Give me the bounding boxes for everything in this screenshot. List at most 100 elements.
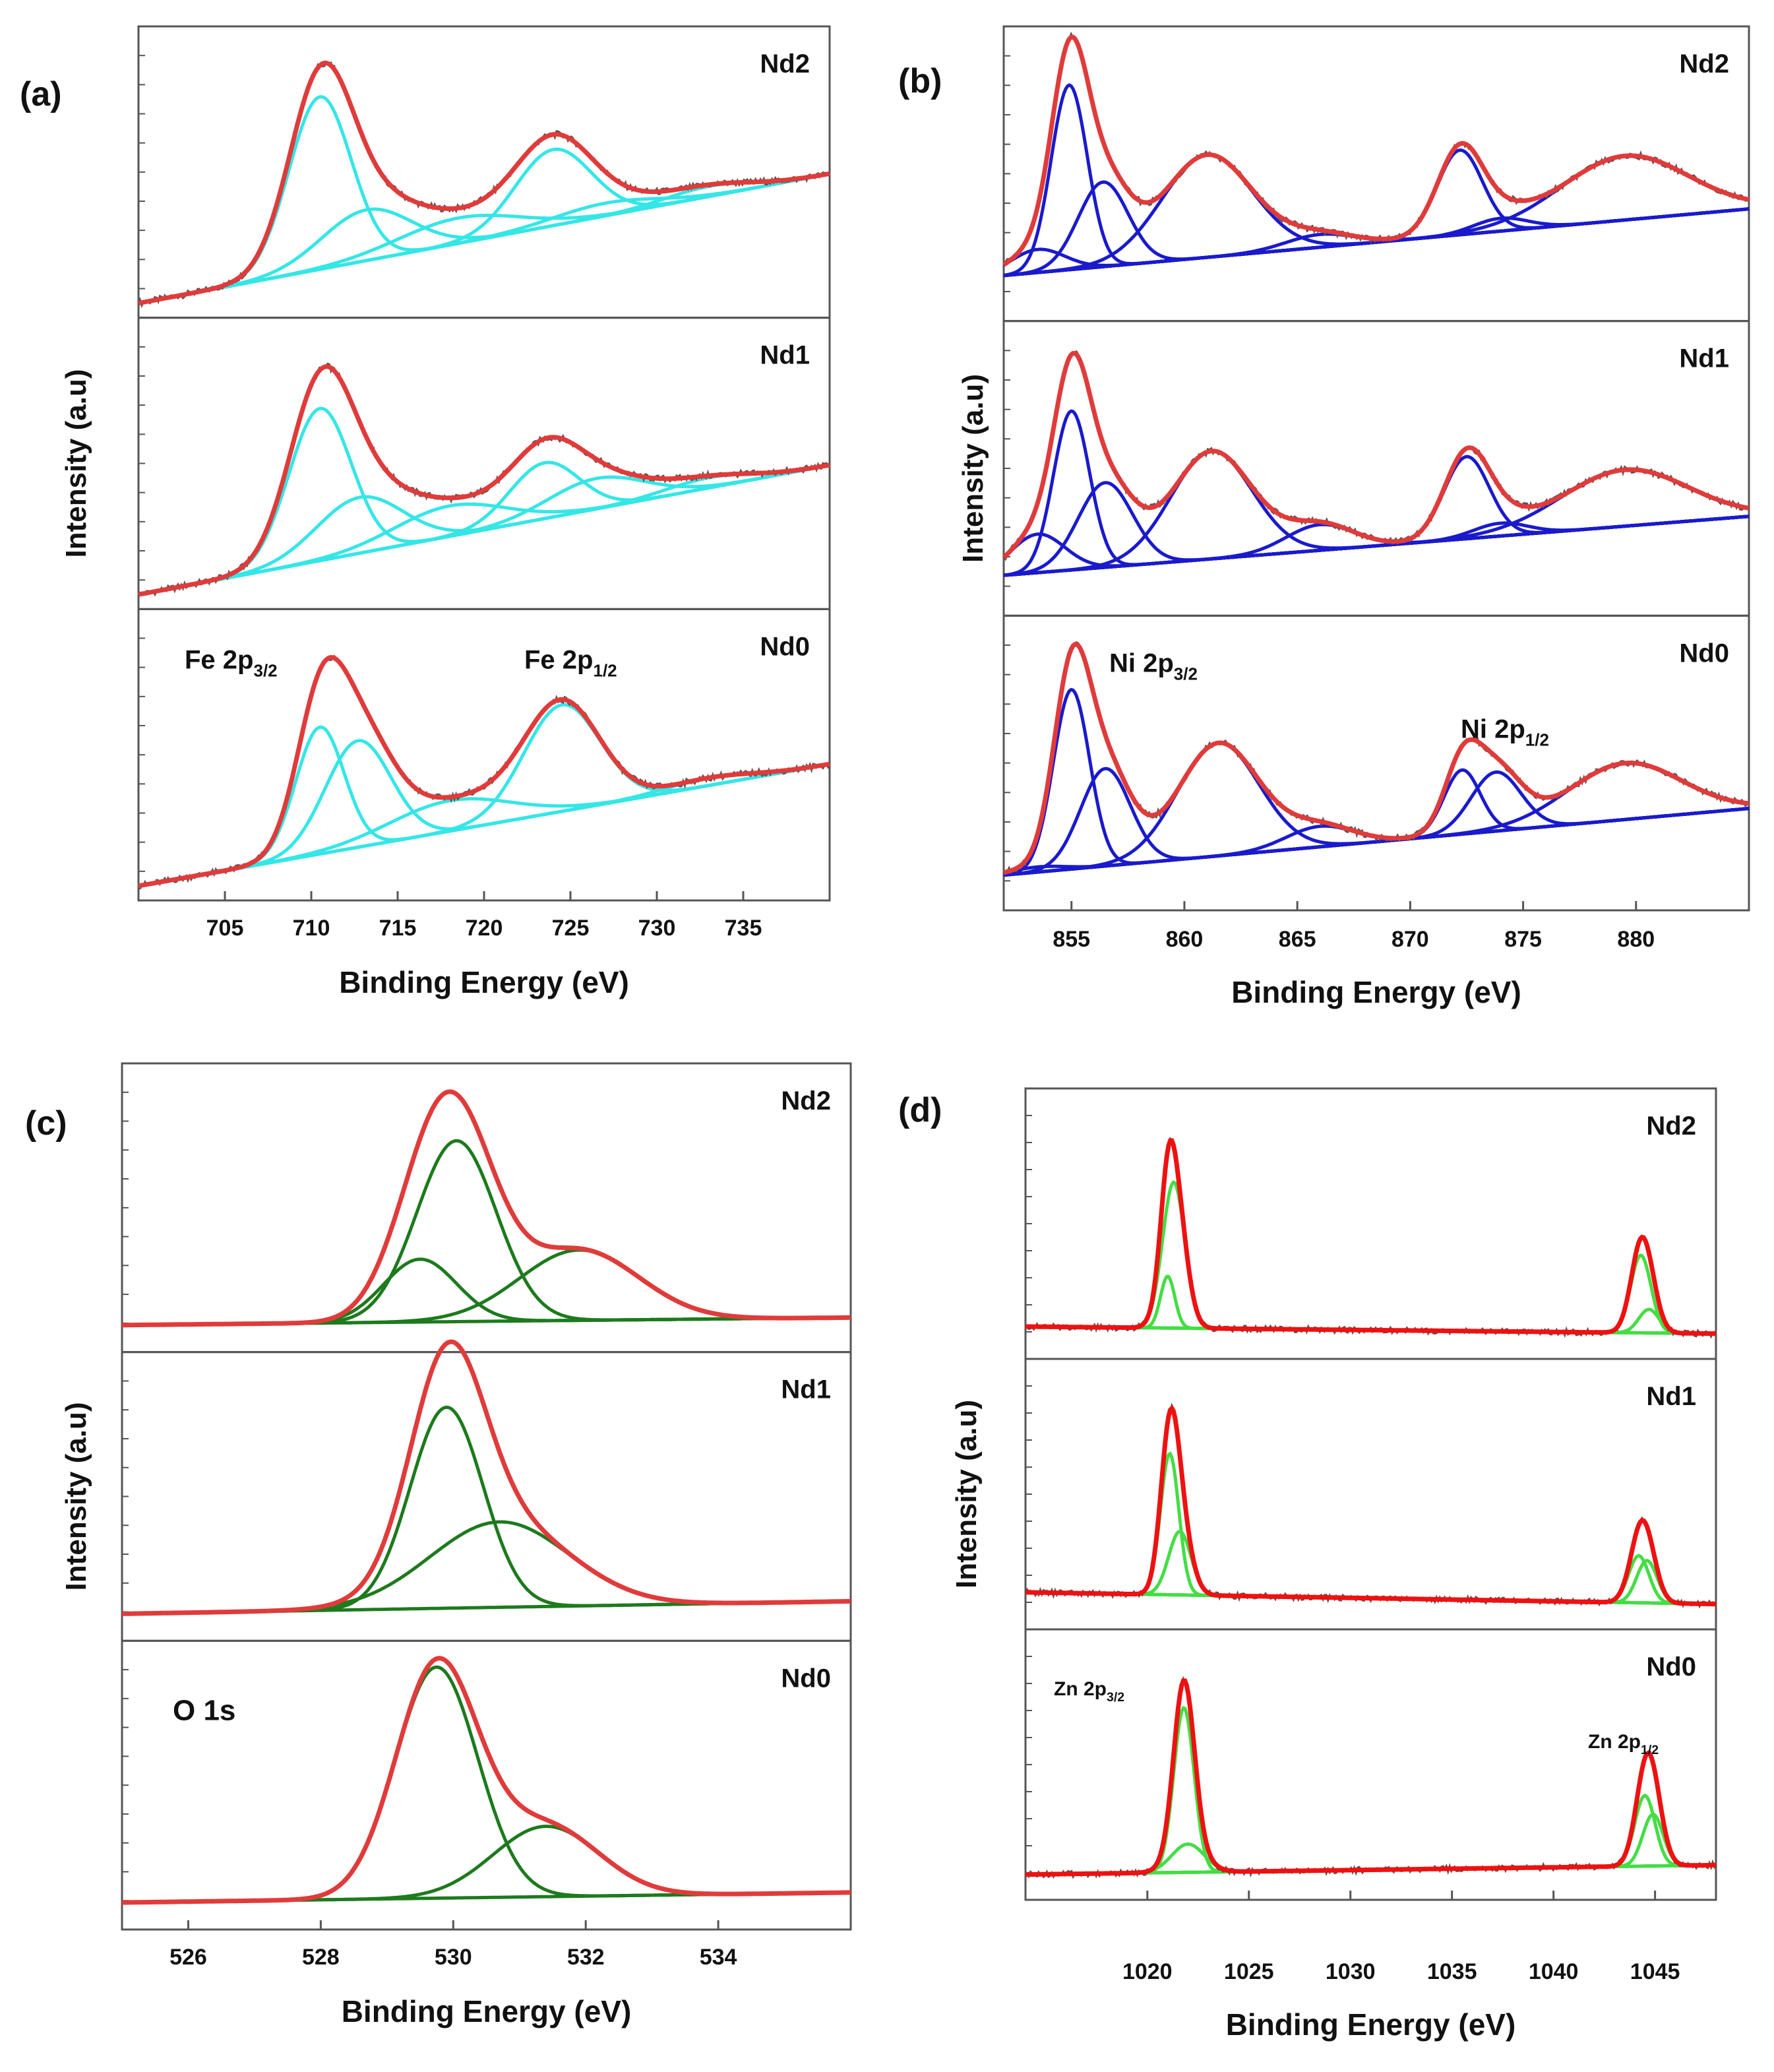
panel-label: (d)	[898, 1091, 942, 1129]
component-peak	[1003, 687, 1750, 877]
x-tick-label: 532	[567, 1945, 605, 1970]
panel-label: (a)	[20, 75, 62, 113]
raw-data-curve	[1002, 350, 1750, 561]
x-tick-label: 875	[1504, 927, 1542, 952]
baseline-curve	[138, 172, 830, 305]
baseline-curve	[138, 463, 830, 596]
x-tick-label: 855	[1053, 927, 1090, 952]
x-tick-label: 880	[1617, 927, 1655, 952]
x-tick-label: 1045	[1630, 1959, 1680, 1984]
envelope-fit-curve	[138, 60, 830, 306]
component-peak	[1025, 1179, 1717, 1336]
x-tick-label: 530	[435, 1945, 472, 1970]
raw-data-curve	[137, 362, 831, 597]
baseline-curve	[1003, 207, 1750, 278]
panel-label: (b)	[898, 62, 942, 100]
y-axis-label: Intensity (a.u)	[950, 1400, 983, 1588]
component-peak	[1003, 409, 1750, 577]
x-tick-label: 860	[1166, 927, 1204, 952]
peak-annotation: Ni 2p1/2	[1461, 714, 1549, 749]
envelope-fit-curve	[138, 364, 830, 597]
component-peak	[1003, 83, 1750, 277]
baseline-curve	[1003, 515, 1750, 577]
x-tick-label: 720	[466, 916, 503, 941]
sample-label-nd2: Nd2	[1679, 49, 1729, 78]
peak-annotation: Ni 2p3/2	[1109, 648, 1198, 683]
y-axis-label: Intensity (a.u)	[957, 374, 989, 563]
component-peak	[122, 1520, 851, 1616]
component-peak	[1003, 180, 1750, 278]
raw-data-curve	[1003, 31, 1750, 265]
envelope-fit-curve	[1002, 34, 1750, 267]
x-tick-label: 534	[700, 1945, 737, 1970]
x-axis-label: Binding Energy (eV)	[1226, 2007, 1516, 2042]
component-peak	[122, 1248, 851, 1327]
envelope-fit-curve	[121, 1656, 851, 1905]
envelope-fit-curve	[138, 654, 830, 889]
x-tick-label: 710	[293, 916, 330, 941]
envelope-fit-curve	[1025, 1138, 1717, 1336]
envelope-fit-curve	[1003, 641, 1750, 875]
sample-label-nd0: Nd0	[760, 632, 810, 661]
x-tick-label: 705	[206, 916, 244, 941]
x-tick-label: 1025	[1224, 1959, 1274, 1984]
y-axis-label: Intensity (a.u)	[60, 369, 92, 557]
x-axis-label: Binding Energy (eV)	[342, 1994, 632, 2028]
chart-panel-a: 705 710 715 720 725 730 735 Binding Energy (eV)…	[20, 25, 831, 999]
envelope-fit-curve	[1002, 350, 1750, 559]
component-peak	[138, 147, 830, 305]
envelope-fit-curve	[1025, 1678, 1716, 1877]
peak-annotation: Fe 2p3/2	[185, 645, 278, 680]
raw-data-curve	[1025, 1137, 1717, 1339]
peak-annotation: O 1s	[173, 1694, 235, 1726]
component-peak	[1025, 1451, 1717, 1606]
x-tick-label: 1020	[1122, 1959, 1173, 1984]
component-peak	[138, 703, 830, 888]
peak-annotation: Zn 2p3/2	[1054, 1678, 1124, 1705]
sample-label-nd2: Nd2	[781, 1086, 831, 1115]
chart-panel-b: 855 860 865 870 875 880 Binding Energy (eV) Int…	[898, 25, 1750, 1009]
peak-annotation: Fe 2p1/2	[524, 645, 617, 680]
chart-panel-c: 526 528 530 532 534 Binding Energy (eV) Intens…	[25, 1062, 852, 2028]
sample-label-nd1: Nd1	[781, 1375, 831, 1404]
sample-label-nd2: Nd2	[760, 49, 810, 78]
x-tick-label: 1035	[1427, 1959, 1477, 1984]
x-tick-label: 865	[1279, 927, 1316, 952]
subplot-frame-nd0	[1024, 1628, 1717, 1901]
sample-label-nd1: Nd1	[1679, 344, 1729, 373]
x-tick-label: 725	[552, 916, 590, 941]
subplot-frame-nd2	[1024, 1087, 1717, 1360]
envelope-fit-curve	[122, 1339, 851, 1616]
x-tick-label: 735	[725, 916, 762, 941]
peak-annotation: Zn 2p1/2	[1588, 1731, 1659, 1757]
sample-label-nd0: Nd0	[781, 1664, 831, 1693]
x-axis-label: Binding Energy (eV)	[339, 965, 629, 999]
x-tick-label: 715	[379, 916, 417, 941]
sample-label-nd1: Nd1	[1646, 1382, 1696, 1411]
baseline-curve	[138, 763, 830, 888]
component-peak	[1025, 1274, 1717, 1336]
subplot-frame-nd1	[1024, 1358, 1717, 1631]
sample-label-nd2: Nd2	[1646, 1112, 1696, 1141]
raw-data-curve	[1025, 1676, 1717, 1879]
chart-panel-d: 1020 1025 1030 1035 1040 1045 Binding Energy (…	[898, 1087, 1717, 2042]
sample-label-nd1: Nd1	[760, 341, 810, 370]
y-axis-label: Intensity (a.u)	[60, 1402, 92, 1590]
x-tick-label: 526	[169, 1945, 207, 1970]
raw-data-curve	[1024, 1402, 1717, 1609]
component-peak	[1025, 1253, 1717, 1336]
component-peak	[122, 1405, 851, 1616]
envelope-fit-curve	[1025, 1404, 1717, 1607]
raw-data-curve	[138, 654, 831, 890]
sample-label-nd0: Nd0	[1646, 1652, 1696, 1681]
component-peak	[122, 1139, 851, 1327]
envelope-fit-curve	[122, 1089, 851, 1328]
x-axis-label: Binding Energy (eV)	[1231, 975, 1521, 1009]
panel-label: (c)	[25, 1104, 67, 1143]
component-peak	[121, 1825, 851, 1904]
component-peak	[138, 725, 830, 888]
x-tick-label: 870	[1392, 927, 1429, 952]
sample-label-nd0: Nd0	[1679, 639, 1729, 668]
x-tick-label: 528	[302, 1945, 340, 1970]
